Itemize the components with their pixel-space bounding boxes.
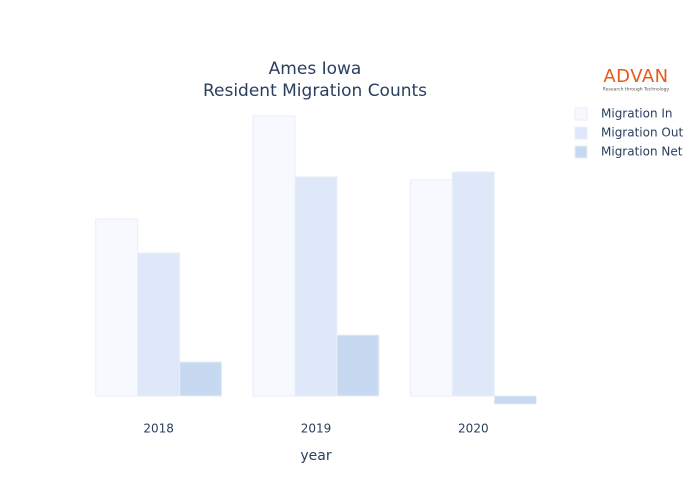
chart-title: Resident Migration Counts <box>203 81 427 101</box>
logo-tagline: Research through Technology <box>603 87 670 93</box>
bar <box>493 395 537 405</box>
legend-swatch <box>574 145 588 159</box>
legend-swatch <box>574 126 588 140</box>
legend-label: Migration Out <box>601 126 683 140</box>
legend-label: Migration Net <box>601 145 683 159</box>
bar <box>137 252 181 397</box>
legend-label: Migration In <box>601 107 673 121</box>
bar <box>252 115 296 397</box>
x-axis-title: year <box>300 448 331 464</box>
bar <box>336 334 380 397</box>
x-tick-label: 2019 <box>301 422 332 436</box>
legend-swatch <box>574 107 588 121</box>
bar <box>179 361 223 397</box>
bar <box>409 179 453 397</box>
logo-name: ADVAN <box>603 66 668 87</box>
bar <box>95 218 139 397</box>
bar <box>451 171 495 397</box>
bar <box>294 176 338 397</box>
x-tick-label: 2020 <box>458 422 489 436</box>
x-tick-label: 2018 <box>143 422 174 436</box>
chart-title: Ames Iowa <box>269 59 362 79</box>
